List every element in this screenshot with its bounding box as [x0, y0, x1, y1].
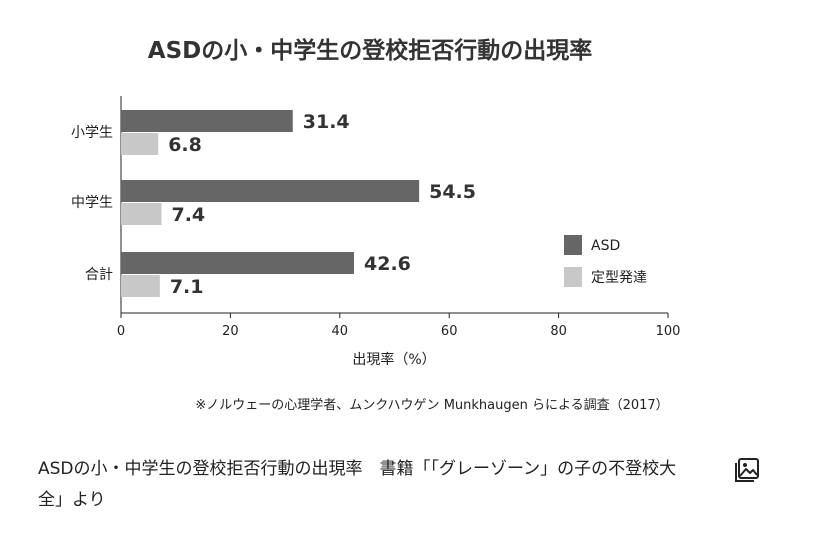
data-label: 7.1 [170, 276, 204, 298]
bar-asd [121, 180, 420, 202]
chart-figure: ASDの小・中学生の登校拒否行動の出現率 0 20 40 60 80 100 小学生 31.4… [71, 37, 680, 413]
bar-asd [121, 110, 293, 132]
bar-asd [121, 252, 355, 274]
gallery-icon-glyph [735, 458, 759, 482]
y-tick-label: 中学生 [71, 195, 113, 211]
legend: ASD 定型発達 [564, 235, 647, 287]
y-tick-label: 小学生 [71, 125, 113, 141]
image-caption: ASDの小・中学生の登校拒否行動の出現率 書籍「「グレーゾーン」の子の不登校大全… [38, 459, 677, 510]
data-label: 42.6 [364, 253, 411, 275]
data-label: 7.4 [171, 204, 205, 226]
x-tick-label: 100 [656, 324, 681, 339]
x-tick-label: 60 [441, 324, 458, 339]
x-tick-label: 0 [117, 324, 125, 339]
x-tick-label: 20 [222, 324, 239, 339]
legend-swatch [564, 235, 582, 255]
data-label: 54.5 [429, 181, 476, 203]
legend-swatch [564, 267, 582, 287]
x-tick-label: 40 [332, 324, 349, 339]
legend-label: ASD [591, 238, 620, 254]
source-note: ※ノルウェーの心理学者、ムンクハウゲン Munkhaugen らによる調査（20… [195, 397, 668, 413]
y-tick-label: 合計 [85, 267, 113, 283]
x-tick-label: 80 [550, 324, 567, 339]
plot-area: 0 20 40 60 80 100 小学生 31.4 6.8 中学生 54.5 7.4 合計 42.6 7.… [71, 96, 680, 339]
image-gallery-icon[interactable] [733, 456, 761, 484]
legend-label: 定型発達 [591, 270, 647, 286]
chart-title: ASDの小・中学生の登校拒否行動の出現率 [148, 37, 592, 64]
x-axis-label: 出現率（%） [352, 351, 435, 368]
bar-typical [121, 133, 159, 155]
data-label: 6.8 [168, 134, 202, 156]
data-label: 31.4 [303, 111, 350, 133]
bar-typical [121, 203, 162, 225]
bar-typical [121, 275, 160, 297]
